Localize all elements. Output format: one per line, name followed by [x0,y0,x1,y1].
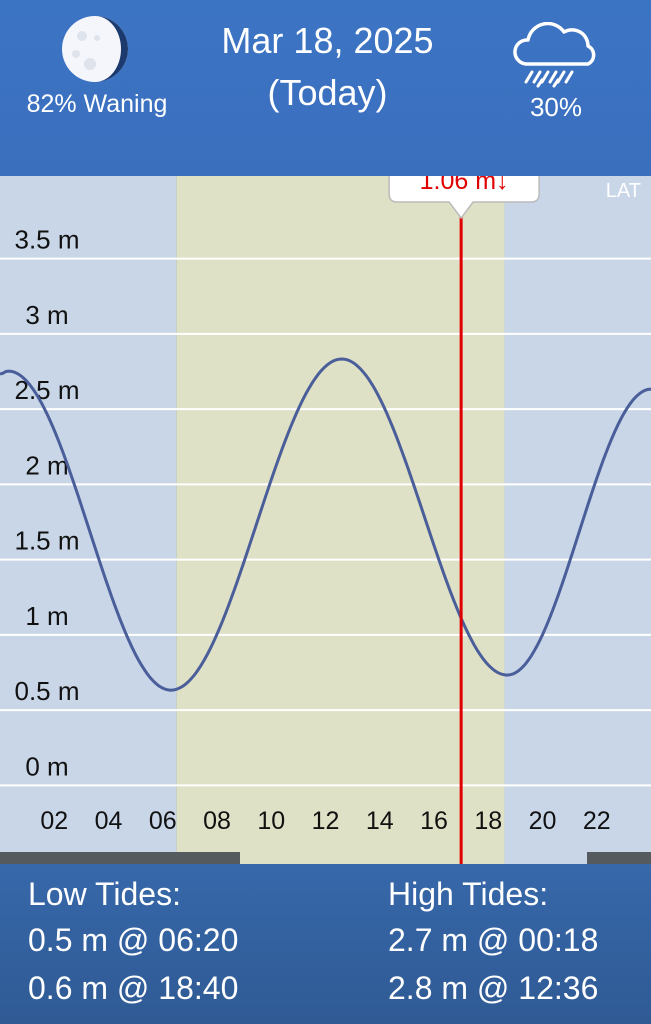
rain-chance-label: 30% [529,92,583,122]
x-tick-label: 14 [366,807,394,835]
low-tide-2: 0.6 m @ 18:40 [28,970,239,1006]
night-band-evening [504,176,651,864]
footer: Low Tides: 0.5 m @ 06:20 0.6 m @ 18:40 H… [0,864,651,1024]
header: 82% Waning Mar 18, 2025 (Today) 30% [0,0,651,176]
x-tick-label: 18 [474,807,502,835]
low-tide-1: 0.5 m @ 06:20 [28,922,239,958]
scroll-indicator-right [587,852,651,864]
y-tick-label: 1.5 m [14,526,79,556]
low-tides-title: Low Tides: [28,876,181,912]
today-label: (Today) [267,72,388,113]
night-band-morning [0,176,177,864]
x-tick-label: 04 [95,807,123,835]
y-tick-label: 0.5 m [14,676,79,706]
x-tick-label: 22 [583,807,611,835]
x-tick-label: 12 [312,807,340,835]
x-tick-label: 16 [420,807,448,835]
current-level-label: 1.06 m↓ [420,176,509,195]
scroll-indicator-left [0,852,240,864]
high-tides-title: High Tides: [388,876,549,912]
y-tick-label: 0 m [25,751,68,781]
datum-label: LAT [606,180,641,202]
moon-phase-icon [62,16,128,82]
y-tick-label: 1 m [25,601,68,631]
current-level-tooltip [388,176,540,220]
y-tick-label: 3 m [25,300,68,330]
date-label[interactable]: Mar 18, 2025 [221,20,434,61]
tide-curve [0,357,651,692]
high-tide-2: 2.8 m @ 12:36 [388,970,599,1006]
tide-chart[interactable]: 0 m0.5 m1 m1.5 m2 m2.5 m3 m3.5 m 02 04 06 0… [0,176,651,864]
high-tide-1: 2.7 m @ 00:18 [388,922,599,958]
x-tick-label: 02 [40,807,68,835]
x-tick-label: 10 [257,807,285,835]
y-tick-label: 2 m [25,450,68,480]
y-tick-label: 3.5 m [14,225,79,255]
moon-phase-label: 82% Waning [26,90,168,118]
rain-cloud-icon [513,22,596,88]
x-tick-label: 20 [529,807,557,835]
x-tick-label: 06 [149,807,177,835]
x-tick-label: 08 [203,807,231,835]
daylight-band [176,176,505,864]
